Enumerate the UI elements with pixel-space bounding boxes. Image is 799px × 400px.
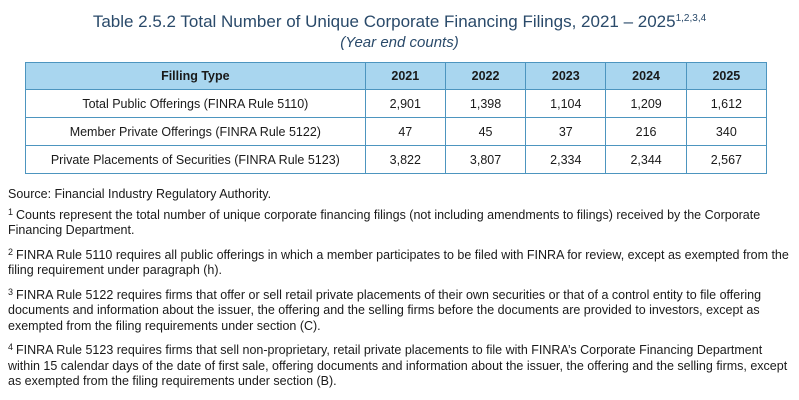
table-title-text: Table 2.5.2 Total Number of Unique Corpo… (92, 12, 676, 31)
footnote-4: 4 FINRA Rule 5123 requires firms that sel… (8, 340, 794, 390)
cell-value: 3,822 (364, 145, 446, 174)
header-2024: 2024 (605, 62, 687, 90)
footnote-text: FINRA Rule 5110 requires all public offe… (8, 247, 789, 278)
cell-value: 45 (444, 117, 527, 146)
cell-value: 340 (685, 117, 768, 146)
footnote-text: Counts represent the total number of uni… (8, 207, 761, 238)
cell-value: 2,901 (364, 89, 446, 118)
cell-value: 1,398 (444, 89, 527, 118)
footnote-marker: 3 (8, 286, 14, 297)
row-label: Total Public Offerings (FINRA Rule 5110) (25, 89, 366, 118)
footnote-marker: 4 (8, 342, 14, 352)
table-notes: Source: Financial Industry Regulatory Au… (8, 187, 794, 396)
source-note: Source: Financial Industry Regulatory Au… (8, 187, 272, 201)
cell-value: 2,334 (525, 145, 607, 174)
cell-value: 2,567 (685, 145, 768, 174)
cell-value: 1,612 (685, 89, 768, 118)
header-2021: 2021 (364, 62, 446, 90)
cell-value: 3,807 (444, 145, 527, 174)
footnote-text: FINRA Rule 5122 requires firms that offe… (8, 287, 762, 333)
cell-value: 1,104 (525, 89, 607, 118)
table-row: Total Public Offerings (FINRA Rule 5110)… (25, 89, 768, 118)
header-2022: 2022 (444, 62, 527, 90)
footnote-marker: 2 (8, 246, 14, 257)
table-header-row: Filling Type 2021 2022 2023 2024 2025 (25, 62, 768, 90)
table-title: Table 2.5.2 Total Number of Unique Corpo… (0, 8, 799, 33)
row-label: Private Placements of Securities (FINRA … (25, 145, 366, 174)
cell-value: 47 (364, 117, 446, 146)
footnote-1: 1 Counts represent the total number of un… (8, 205, 794, 239)
header-2023: 2023 (525, 62, 607, 90)
cell-value: 37 (525, 117, 607, 146)
cell-value: 216 (605, 117, 687, 146)
footnote-marker: 1 (8, 206, 14, 217)
table-row: Private Placements of Securities (FINRA … (25, 145, 768, 174)
cell-value: 2,344 (605, 145, 687, 174)
header-2025: 2025 (685, 62, 768, 90)
cell-value: 1,209 (605, 89, 687, 118)
table-row: Member Private Offerings (FINRA Rule 512… (25, 117, 768, 146)
header-filling-type: Filling Type (25, 62, 366, 90)
footnote-3: 3 FINRA Rule 5122 requires firms that off… (8, 285, 794, 335)
footnote-text: FINRA Rule 5123 requires firms that sell… (8, 343, 788, 388)
filings-table: Filling Type 2021 2022 2023 2024 2025 To… (25, 62, 768, 174)
title-footnote-refs: 1,2,3,4 (675, 13, 707, 24)
row-label: Member Private Offerings (FINRA Rule 512… (25, 117, 366, 146)
table-subtitle: (Year end counts) (340, 34, 459, 51)
footnote-2: 2 FINRA Rule 5110 requires all public off… (8, 245, 794, 279)
